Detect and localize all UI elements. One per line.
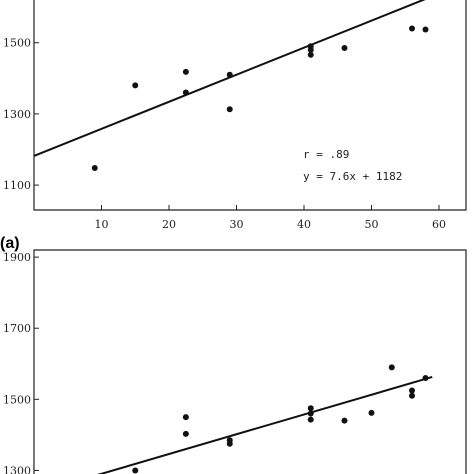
y-tick-label: 1500 <box>3 37 31 50</box>
x-tick-label: 50 <box>365 218 379 231</box>
panel-b: 1300 1500 1700 1900 <box>3 249 467 474</box>
y-tick-label: 1700 <box>3 322 31 335</box>
data-point <box>226 440 233 447</box>
x-tick-label: 30 <box>230 218 244 231</box>
data-point <box>182 430 189 437</box>
panel-b-axes <box>33 249 467 474</box>
panel-a-label: (a) <box>0 235 20 252</box>
panel-a-points <box>91 25 429 171</box>
panel-a-x-ticks: 10 20 30 40 50 60 <box>95 205 446 231</box>
panel-a-y-ticks: 1100 1300 1500 <box>3 37 39 192</box>
y-tick-label: 1300 <box>3 464 31 474</box>
x-tick-label: 10 <box>95 218 109 231</box>
data-point <box>132 467 139 474</box>
data-point <box>388 364 395 371</box>
panel-b-points <box>132 364 429 474</box>
data-point <box>182 68 189 75</box>
data-point <box>226 106 233 113</box>
panel-a-fit-line <box>33 0 426 157</box>
data-point <box>422 26 429 33</box>
panel-b-fit-line <box>97 375 433 474</box>
panel-a-axes <box>33 0 467 211</box>
data-point <box>307 416 314 423</box>
y-tick-label: 1300 <box>3 108 31 121</box>
data-point <box>307 51 314 58</box>
panel-a-equation-annotation: y = 7.6x + 1182 <box>303 170 402 183</box>
x-tick-label: 60 <box>432 218 446 231</box>
data-point <box>409 392 415 399</box>
data-point <box>409 387 415 394</box>
data-point <box>368 409 375 416</box>
data-point <box>307 46 314 53</box>
data-point <box>91 165 98 171</box>
y-tick-label: 1100 <box>3 179 31 192</box>
x-tick-label: 40 <box>297 218 311 231</box>
data-point <box>307 405 314 412</box>
panel-a-r-annotation: r = .89 <box>303 148 349 161</box>
x-tick-label: 20 <box>162 218 176 231</box>
panel-a: 10 20 30 40 50 60 1100 1300 1500 r = .89 y = 7.… <box>0 0 467 252</box>
y-tick-label: 1500 <box>3 393 31 406</box>
data-point <box>182 414 189 421</box>
y-tick-label: 1900 <box>3 251 31 264</box>
data-point <box>341 417 348 424</box>
data-point <box>409 25 415 32</box>
data-point <box>132 82 139 89</box>
data-point <box>341 45 348 52</box>
panel-b-y-ticks: 1300 1500 1700 1900 <box>3 251 39 474</box>
